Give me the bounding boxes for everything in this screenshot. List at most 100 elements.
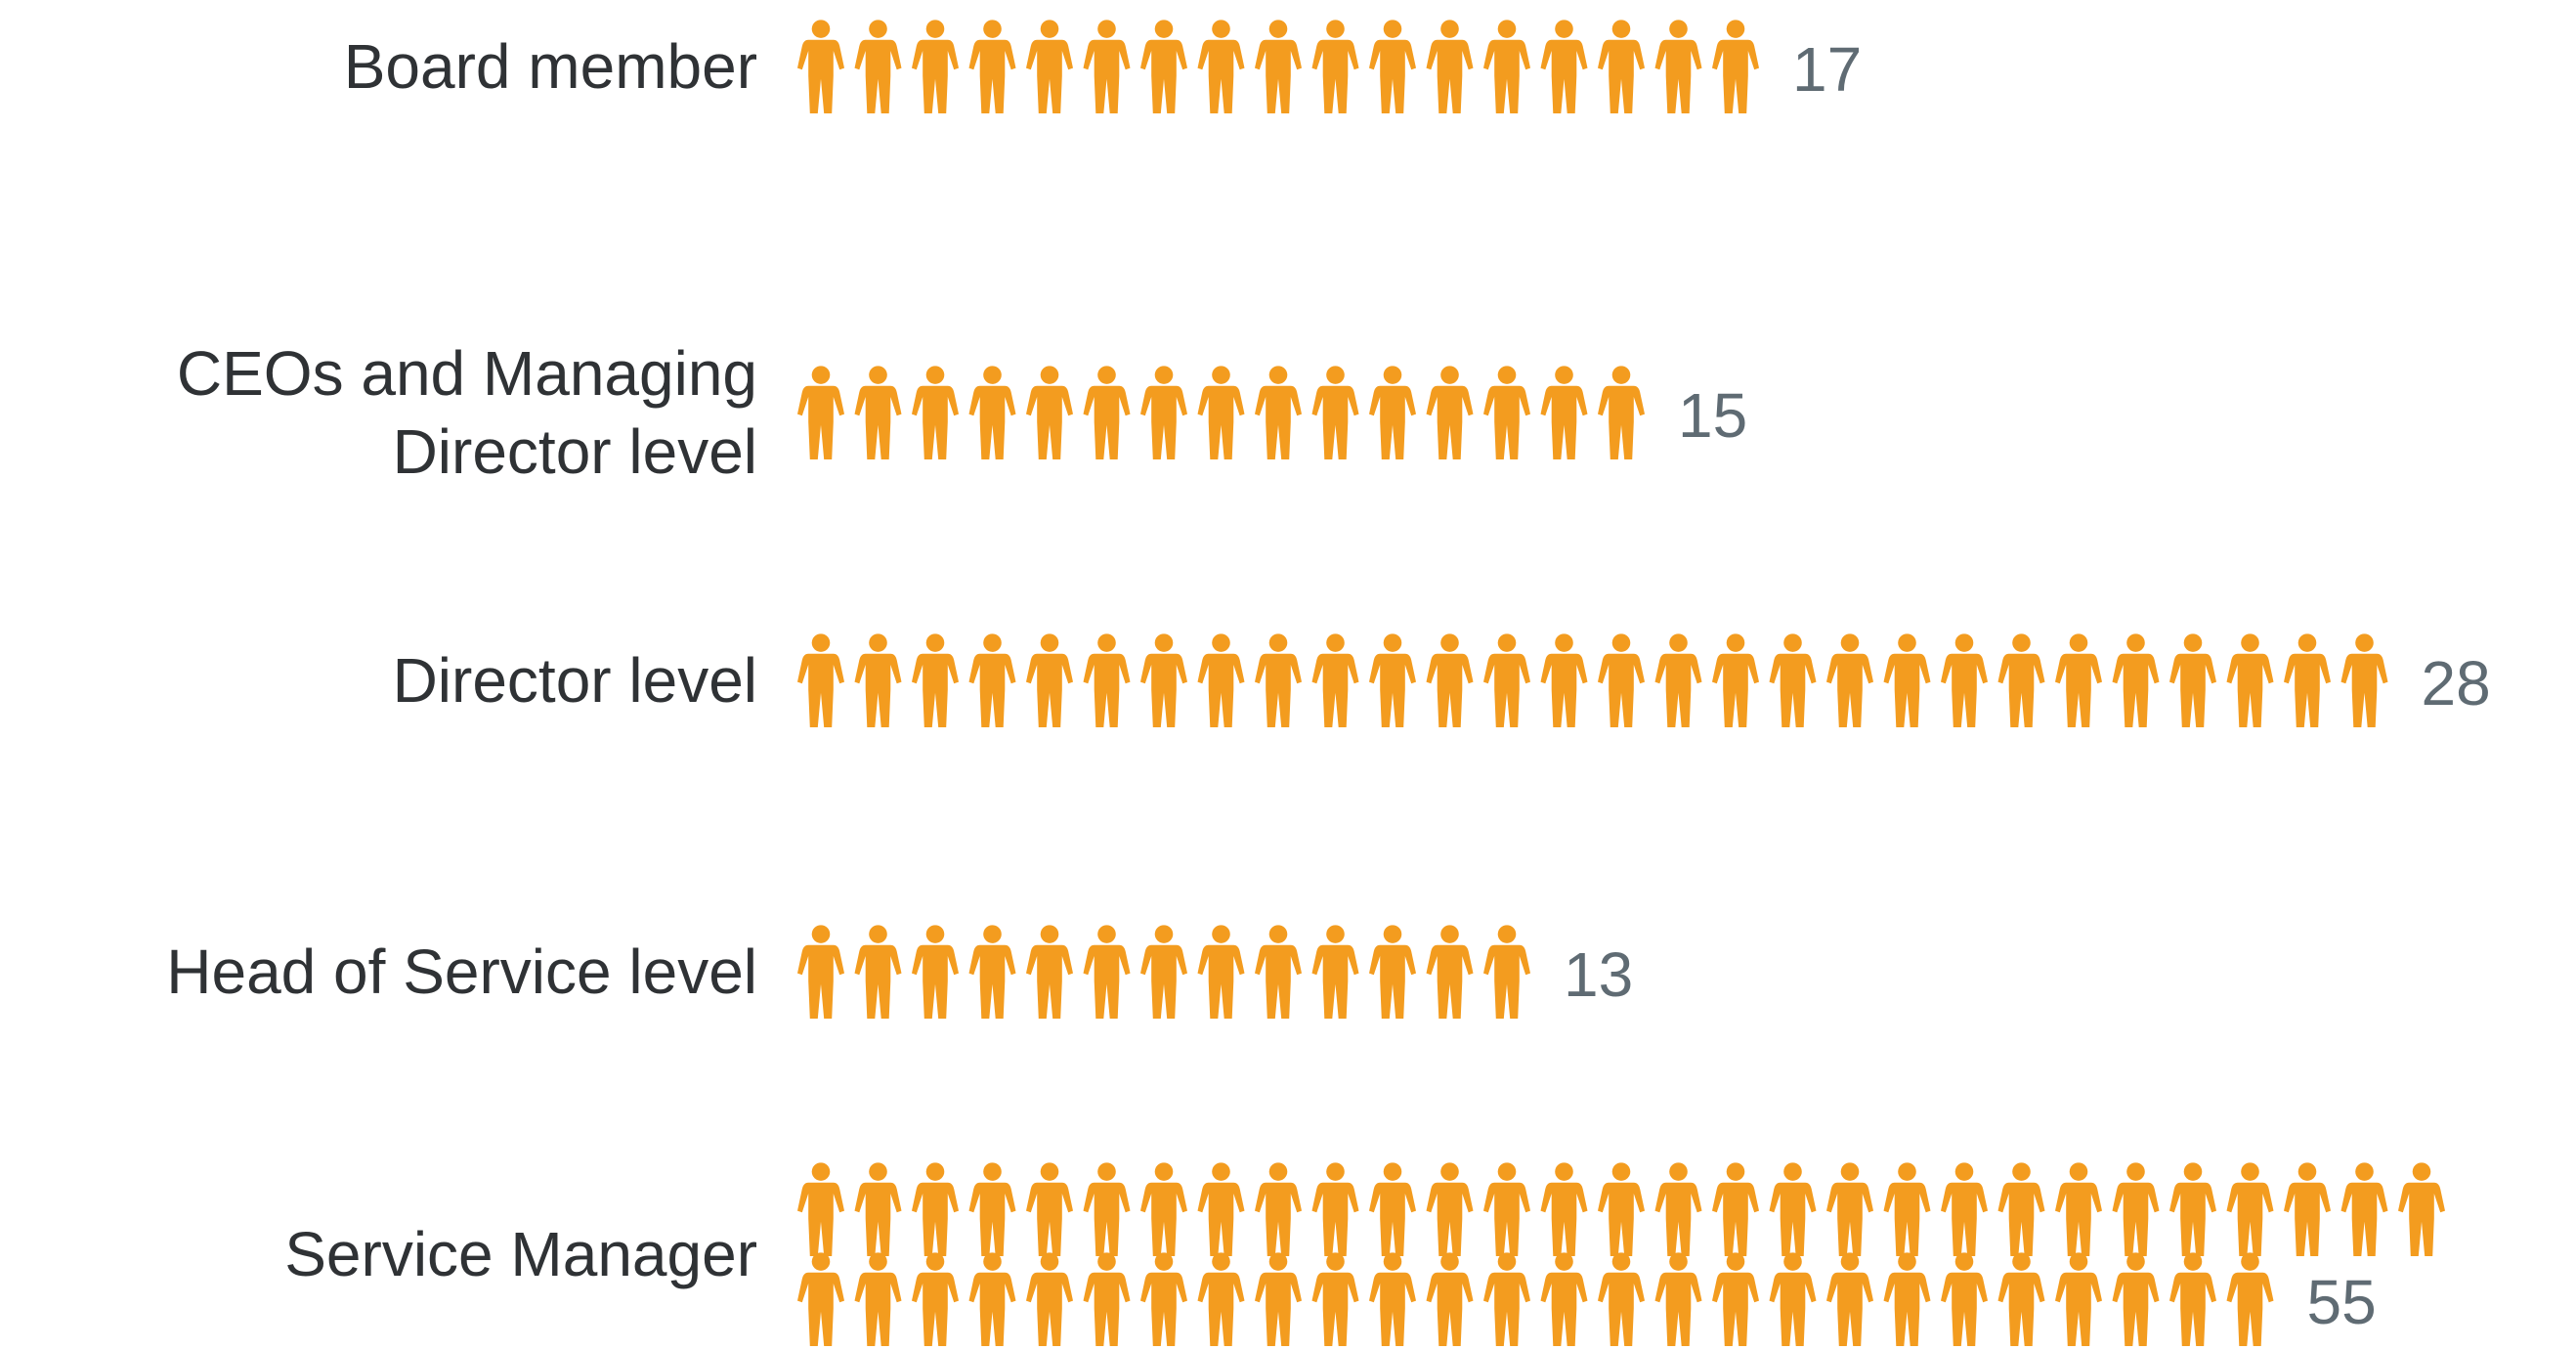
person-body — [1083, 653, 1131, 727]
person-head — [2012, 1252, 2031, 1271]
person-icon — [1540, 633, 1588, 727]
person-icon — [854, 366, 902, 459]
person-icon — [1197, 633, 1245, 727]
person-icon — [912, 20, 959, 113]
person-head — [2069, 1252, 2088, 1271]
person-icon — [1426, 1252, 1474, 1346]
value-label: 17 — [1792, 34, 1862, 105]
person-head — [1840, 1162, 1860, 1181]
person-head — [811, 633, 831, 652]
person-body — [1197, 944, 1245, 1019]
person-head — [1040, 633, 1059, 652]
person-head — [1954, 633, 1974, 652]
person-head — [869, 1252, 887, 1271]
person-icon — [1712, 1162, 1759, 1256]
person-body — [2226, 1182, 2274, 1256]
person-head — [1726, 633, 1745, 652]
person-body — [1654, 39, 1702, 113]
person-body — [1997, 1272, 2045, 1346]
person-body — [1654, 1272, 1702, 1346]
person-body — [968, 944, 1016, 1019]
category-label: CEOs and Managing Director level — [176, 338, 757, 487]
person-head — [1383, 366, 1402, 384]
person-head — [1669, 633, 1688, 652]
person-head — [1898, 1162, 1916, 1181]
person-head — [1326, 633, 1345, 652]
person-head — [2241, 633, 2259, 652]
person-icon — [1197, 1252, 1245, 1346]
person-body — [797, 1272, 844, 1346]
person-head — [983, 633, 1002, 652]
person-head — [1555, 20, 1573, 38]
person-head — [1154, 1162, 1174, 1181]
person-body — [1369, 385, 1416, 459]
person-head — [1726, 1252, 1745, 1271]
person-head — [983, 1162, 1002, 1181]
person-head — [1212, 633, 1230, 652]
person-head — [1440, 1162, 1459, 1181]
person-body — [968, 1182, 1016, 1256]
person-body — [1311, 385, 1359, 459]
person-body — [1941, 653, 1988, 727]
person-body — [1083, 944, 1131, 1019]
person-icon — [1255, 1162, 1302, 1256]
person-icon — [1083, 20, 1131, 113]
person-head — [1040, 1252, 1059, 1271]
person-body — [2055, 653, 2102, 727]
person-icon — [1883, 1162, 1931, 1256]
person-icon — [968, 633, 1016, 727]
person-head — [925, 925, 945, 943]
person-head — [2241, 1162, 2259, 1181]
person-body — [912, 385, 959, 459]
person-body — [912, 653, 959, 727]
person-icon — [1026, 366, 1073, 459]
person-head — [1097, 20, 1116, 38]
person-body — [1540, 385, 1588, 459]
person-body — [1598, 39, 1645, 113]
person-head — [2012, 1162, 2031, 1181]
person-body — [1197, 1182, 1245, 1256]
person-head — [1555, 366, 1573, 384]
person-head — [1611, 633, 1631, 652]
person-body — [1540, 39, 1588, 113]
person-icon — [1598, 633, 1645, 727]
person-icon — [2169, 1252, 2216, 1346]
person-body — [1712, 653, 1759, 727]
person-head — [869, 366, 887, 384]
person-body — [1483, 385, 1530, 459]
person-body — [797, 653, 844, 727]
category-label: Board member — [343, 31, 757, 102]
person-icon — [1255, 366, 1302, 459]
person-body — [1140, 1272, 1187, 1346]
person-icon — [1712, 20, 1759, 113]
person-icon — [1540, 20, 1588, 113]
person-head — [811, 20, 831, 38]
person-icon — [2112, 633, 2160, 727]
person-head — [1097, 366, 1116, 384]
person-icon — [797, 633, 844, 727]
person-body — [1255, 385, 1302, 459]
person-icon — [1654, 1162, 1702, 1256]
person-icon — [1311, 20, 1359, 113]
person-icon — [1255, 925, 1302, 1019]
person-icon — [797, 20, 844, 113]
person-head — [1497, 925, 1517, 943]
person-head — [1040, 366, 1059, 384]
person-icon — [1140, 1162, 1187, 1256]
person-icon — [1369, 1252, 1416, 1346]
person-body — [1712, 1182, 1759, 1256]
person-body — [1140, 944, 1187, 1019]
person-body — [2169, 1182, 2216, 1256]
person-head — [1326, 1252, 1345, 1271]
person-icon — [1369, 925, 1416, 1019]
person-head — [1440, 20, 1459, 38]
person-head — [1383, 925, 1402, 943]
person-head — [1669, 20, 1688, 38]
person-body — [1483, 1182, 1530, 1256]
person-body — [1997, 1182, 2045, 1256]
person-head — [983, 1252, 1002, 1271]
icon-group — [797, 925, 1530, 1019]
person-body — [1197, 1272, 1245, 1346]
